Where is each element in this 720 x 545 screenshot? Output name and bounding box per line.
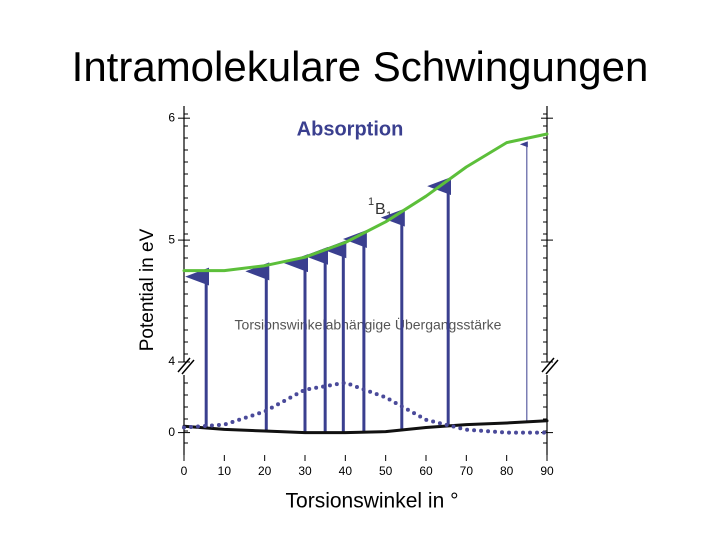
x-tick-label: 10 — [218, 464, 232, 478]
axis-break — [177, 357, 559, 375]
potential-curve — [182, 132, 549, 273]
state-sup: 1 — [368, 196, 374, 208]
x-tick-label: 40 — [339, 464, 353, 478]
x-tick-label: 90 — [540, 464, 554, 478]
x-axis-label: Torsionswinkel in ° — [286, 490, 459, 513]
state-label: B — [375, 201, 386, 218]
x-tick-label: 60 — [419, 464, 433, 478]
x-tick-label: 70 — [460, 464, 474, 478]
y-axis-label: Potential in eV — [137, 228, 158, 351]
slide-title: Intramolekulare Schwingungen — [72, 43, 649, 90]
y-tick-label: 0 — [168, 425, 175, 439]
y-tick-label: 6 — [168, 110, 175, 124]
x-tick-label: 30 — [298, 464, 312, 478]
potential-curve — [182, 419, 549, 435]
strength-curve — [182, 380, 549, 435]
x-tick-label: 50 — [379, 464, 393, 478]
absorption-label: Absorption — [297, 118, 404, 140]
x-tick-label: 20 — [258, 464, 272, 478]
y-tick-label: 5 — [168, 232, 175, 246]
strength-label: Torsionswinkelabhängige Übergangsstärke — [235, 316, 502, 333]
y-tick-label: 4 — [168, 354, 175, 368]
x-tick-label: 0 — [181, 464, 188, 478]
x-tick-label: 80 — [500, 464, 514, 478]
